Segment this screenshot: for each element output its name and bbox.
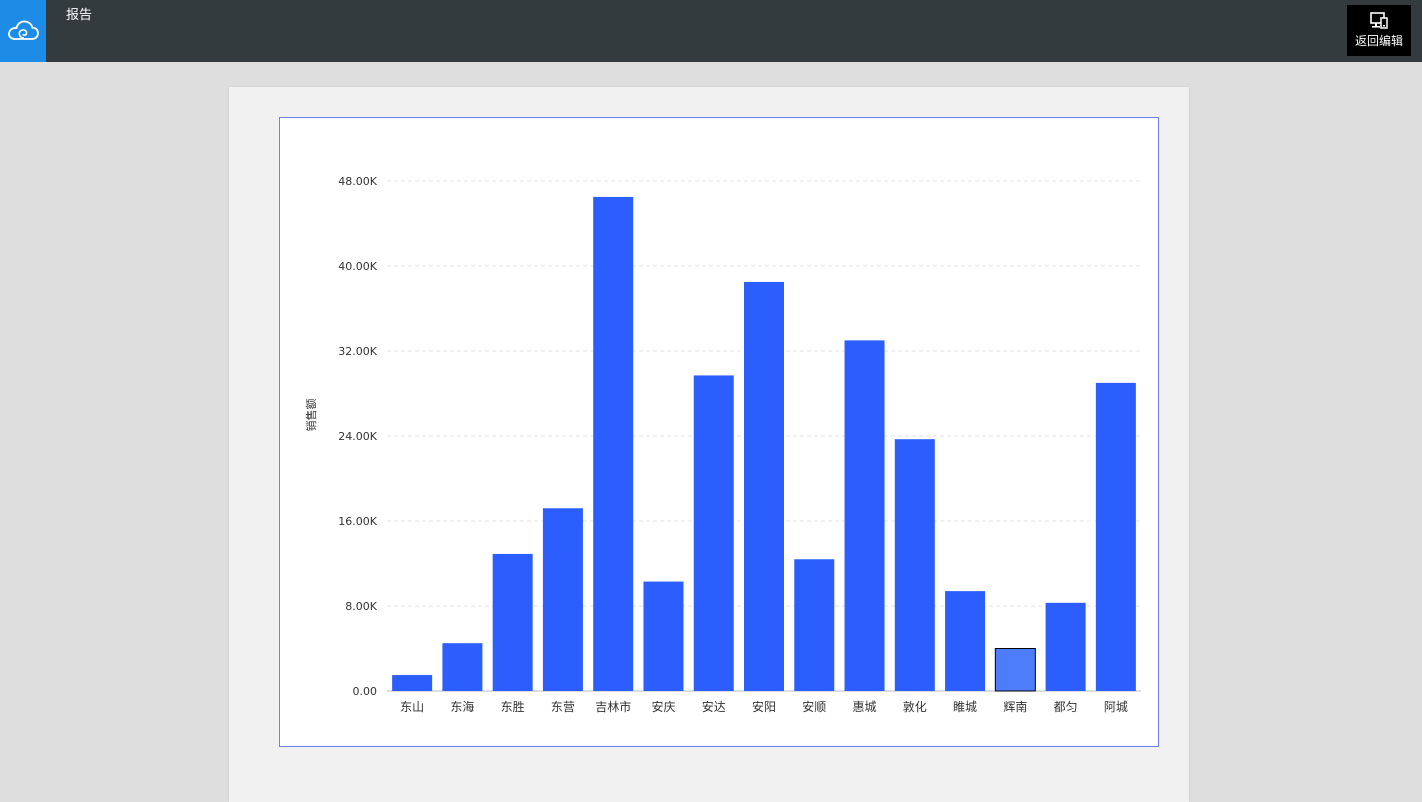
chart-container[interactable]: 0.00 8.00K 16.00K 24.00K 32.00K 40.00K 48.00K 东… [279,117,1159,747]
x-tick-label: 东山 [400,700,424,714]
bar-敦化[interactable] [894,439,935,691]
bar-安阳[interactable] [744,281,784,691]
y-axis-label: 销售额 [304,399,318,432]
y-tick-label: 0.00 [353,685,378,698]
cloud-icon [8,20,39,40]
y-tick-label: 16.00K [338,515,377,528]
x-tick-label: 都匀 [1054,700,1078,714]
bar-东营[interactable] [542,508,583,691]
x-tick-label: 东海 [450,699,474,714]
x-tick-label: 敦化 [903,699,927,714]
page-title: 报告 [66,8,93,23]
x-tick-label: 安达 [702,699,726,714]
bar-惠城[interactable] [844,340,885,691]
x-tick-label: 东营 [551,700,575,714]
bar-辉南[interactable] [994,648,1036,692]
bar-睢城[interactable] [945,591,986,691]
bar-安顺[interactable] [794,559,835,691]
logo[interactable] [0,0,46,62]
back-to-edit-label: 返回编辑 [1354,34,1403,48]
y-tick-label: 48.00K [338,175,377,188]
x-tick-label: 惠城 [853,700,877,714]
x-tick-label: 安阳 [752,699,776,714]
bar-东山[interactable] [392,675,433,691]
bar-吉林市[interactable] [593,196,634,691]
device-edit-icon [1370,12,1388,29]
x-tick-label: 安顺 [802,699,826,714]
bar-阿城[interactable] [1095,382,1136,691]
bar-东海[interactable] [442,643,483,691]
x-tick-label: 阿城 [1104,700,1128,714]
x-tick-label: 吉林市 [595,699,631,714]
top-bar: 报告 返回编辑 [0,0,1422,62]
x-tick-label: 辉南 [1003,699,1027,714]
x-tick-label: 安庆 [651,699,675,714]
y-tick-label: 40.00K [338,260,377,273]
bar-安达[interactable] [693,375,734,691]
back-to-edit-button[interactable]: 返回编辑 [1347,5,1411,56]
x-tick-label: 睢城 [953,700,977,714]
x-tick-label: 东胜 [501,699,525,714]
y-tick-label: 32.00K [338,345,377,358]
y-tick-label: 24.00K [338,430,377,443]
bar-chart[interactable]: 0.00 8.00K 16.00K 24.00K 32.00K 40.00K 48.00K 东… [280,118,1158,746]
bar-都匀[interactable] [1045,602,1086,691]
y-tick-label: 8.00K [345,600,377,613]
bar-东胜[interactable] [492,553,533,691]
bar-安庆[interactable] [643,581,684,691]
